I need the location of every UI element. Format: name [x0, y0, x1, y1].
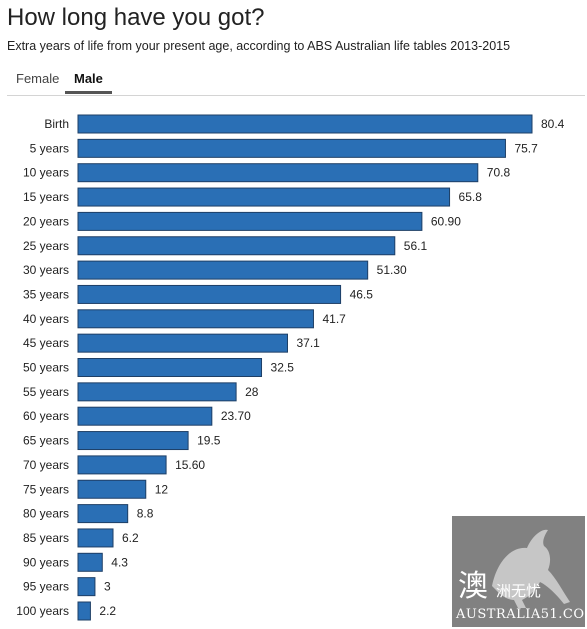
value-label: 32.5 — [271, 361, 295, 375]
bar[interactable] — [77, 601, 91, 621]
bar[interactable] — [77, 260, 369, 280]
bar[interactable] — [77, 138, 506, 158]
svg-text:澳: 澳 — [458, 569, 488, 604]
tab-male[interactable]: Male — [65, 70, 112, 94]
category-label: Birth — [44, 117, 69, 131]
bar[interactable] — [77, 479, 147, 499]
bar[interactable] — [77, 577, 96, 597]
category-label: 90 years — [23, 555, 69, 569]
bar[interactable] — [77, 406, 213, 426]
category-label: 30 years — [23, 263, 69, 277]
value-label: 56.1 — [404, 239, 428, 253]
category-label: 55 years — [23, 385, 69, 399]
category-label: 75 years — [23, 482, 69, 496]
value-label: 12 — [155, 482, 169, 496]
bar[interactable] — [77, 552, 103, 572]
value-label: 2.2 — [99, 604, 116, 618]
watermark: 澳 洲无忧 AUSTRALIA51.COM — [452, 516, 587, 627]
bar[interactable] — [77, 333, 288, 353]
svg-text:洲无忧: 洲无忧 — [496, 582, 541, 600]
value-label: 15.60 — [175, 458, 205, 472]
category-label: 25 years — [23, 239, 69, 253]
category-label: 10 years — [23, 166, 69, 180]
category-label: 35 years — [23, 287, 69, 301]
category-label: 80 years — [23, 507, 69, 521]
bar[interactable] — [77, 455, 167, 475]
category-label: 85 years — [23, 531, 69, 545]
bar[interactable] — [77, 236, 396, 256]
category-label: 15 years — [23, 190, 69, 204]
category-label: 45 years — [23, 336, 69, 350]
value-label: 46.5 — [350, 287, 374, 301]
bar[interactable] — [77, 504, 129, 524]
value-label: 8.8 — [137, 507, 154, 521]
category-label: 60 years — [23, 409, 69, 423]
value-label: 65.8 — [459, 190, 483, 204]
value-label: 28 — [245, 385, 259, 399]
bar[interactable] — [77, 187, 451, 207]
value-label: 19.5 — [197, 434, 221, 448]
category-label: 95 years — [23, 580, 69, 594]
bar[interactable] — [77, 211, 423, 231]
bar[interactable] — [77, 382, 237, 402]
value-label: 6.2 — [122, 531, 139, 545]
value-label: 37.1 — [296, 336, 320, 350]
bar[interactable] — [77, 163, 479, 183]
category-label: 65 years — [23, 434, 69, 448]
value-label: 23.70 — [221, 409, 251, 423]
gender-tabs: Female Male — [7, 66, 585, 96]
chart-subtitle: Extra years of life from your present ag… — [7, 39, 511, 53]
value-label: 51.30 — [377, 263, 407, 277]
value-label: 41.7 — [322, 312, 346, 326]
value-label: 70.8 — [487, 166, 511, 180]
bar[interactable] — [77, 528, 114, 548]
value-label: 3 — [104, 580, 111, 594]
value-label: 60.90 — [431, 214, 461, 228]
bar[interactable] — [77, 431, 189, 451]
value-label: 4.3 — [111, 555, 128, 569]
category-label: 40 years — [23, 312, 69, 326]
category-label: 20 years — [23, 214, 69, 228]
watermark-text: AUSTRALIA51.COM — [456, 607, 587, 622]
chart-title: How long have you got? — [7, 4, 265, 31]
bar[interactable] — [77, 284, 342, 304]
bar[interactable] — [77, 114, 533, 134]
tab-female[interactable]: Female — [16, 71, 60, 86]
bar[interactable] — [77, 358, 263, 377]
life-expectancy-bar-chart: Birth 80.4 5 years 75.7 10 years 70.8 15 years… — [16, 114, 565, 621]
category-label: 100 years — [16, 604, 69, 618]
kangaroo-logo: 澳 洲无忧 — [458, 529, 570, 608]
category-label: 50 years — [23, 361, 69, 375]
bar[interactable] — [77, 309, 314, 329]
category-label: 5 years — [30, 141, 69, 155]
value-label: 75.7 — [514, 141, 538, 155]
value-label: 80.4 — [541, 117, 565, 131]
category-label: 70 years — [23, 458, 69, 472]
